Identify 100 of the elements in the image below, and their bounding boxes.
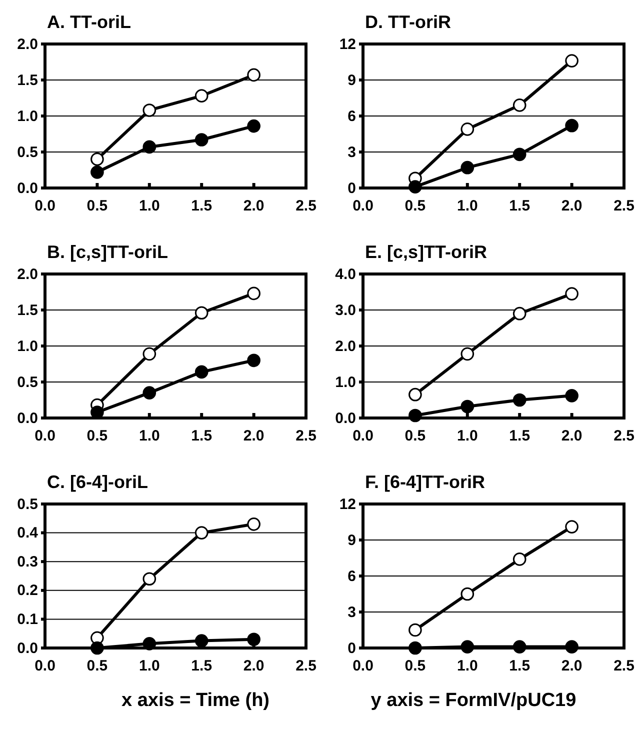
point <box>408 408 422 422</box>
x-tick-label: 2.5 <box>296 428 316 445</box>
chart-title: F. [6-4]TT-oriR <box>365 472 485 492</box>
x-tick-label: 1.5 <box>191 428 212 445</box>
y-tick-label: 0.5 <box>17 144 38 161</box>
x-tick-label: 1.5 <box>509 198 530 215</box>
y-tick-label: 6 <box>348 568 356 585</box>
y-tick-label: 2.0 <box>335 338 356 355</box>
x-tick-label: 2.5 <box>296 198 316 215</box>
y-tick-label: 0.1 <box>17 611 38 628</box>
point <box>512 148 526 162</box>
chart-title: D. TT-oriR <box>365 12 451 32</box>
y-tick-label: 6 <box>348 108 356 125</box>
x-tick-label: 0.5 <box>404 658 426 675</box>
y-tick-label: 2.0 <box>17 36 38 53</box>
x-tick-label: 1.0 <box>456 658 478 675</box>
text: y axis = FormIV/pUC19 <box>370 690 576 711</box>
y-tick-label: 3 <box>348 604 356 621</box>
y-tick-label: 1.5 <box>17 72 38 89</box>
y-tick-label: 0.0 <box>335 410 356 427</box>
point <box>408 641 422 655</box>
point <box>247 119 260 133</box>
x-tick-label: 1.5 <box>509 428 530 445</box>
x-tick-label: 1.5 <box>509 658 530 675</box>
x-tick-label: 2.0 <box>561 658 582 675</box>
point <box>142 104 156 117</box>
y-tick-label: 1.0 <box>17 108 38 125</box>
y-tick-label: 0.0 <box>17 180 38 197</box>
point <box>194 89 208 102</box>
point <box>247 354 260 368</box>
point <box>512 640 526 654</box>
point <box>460 347 474 361</box>
x-tick-label: 0.5 <box>404 428 426 445</box>
x-tick-label: 2.0 <box>243 198 264 215</box>
point <box>512 552 526 566</box>
x-tick-label: 2.5 <box>614 428 634 445</box>
y-tick-label: 3.0 <box>335 302 356 319</box>
point <box>247 632 260 646</box>
x-tick-label: 0.5 <box>86 658 108 675</box>
point <box>247 518 260 531</box>
x-tick-label: 1.0 <box>138 428 160 445</box>
point <box>460 587 474 601</box>
point <box>512 306 526 320</box>
point <box>565 118 578 132</box>
y-tick-label: 0 <box>348 180 356 197</box>
x-tick-label: 0.0 <box>34 428 56 445</box>
point <box>194 306 208 320</box>
x-tick-label: 2.0 <box>243 658 264 675</box>
x-tick-label: 0.5 <box>86 428 108 445</box>
point <box>565 520 578 534</box>
point <box>565 287 578 300</box>
y-tick-label: 3 <box>348 144 356 161</box>
x-tick-label: 1.0 <box>138 658 160 675</box>
point <box>194 133 208 146</box>
x-tick-label: 2.5 <box>296 658 316 675</box>
x-tick-label: 1.0 <box>456 428 478 445</box>
point <box>460 640 474 654</box>
point <box>512 393 526 407</box>
x-tick-label: 1.0 <box>138 198 160 215</box>
text: x axis = Time (h) <box>121 690 270 711</box>
point <box>90 152 104 166</box>
x-tick-label: 0.0 <box>34 658 56 675</box>
y-tick-label: 0.5 <box>17 374 38 391</box>
chart-title: C. [6-4]-oriL <box>47 472 148 492</box>
point <box>460 400 474 414</box>
point <box>408 388 422 402</box>
point <box>90 641 104 655</box>
y-tick-label: 4.0 <box>335 266 356 283</box>
point <box>90 166 104 179</box>
y-tick-label: 0.0 <box>17 640 38 657</box>
point <box>565 389 578 402</box>
x-tick-label: 2.0 <box>561 428 582 445</box>
x-tick-label: 2.0 <box>243 428 264 445</box>
y-tick-label: 0.3 <box>17 553 38 570</box>
chart-title: B. [c,s]TT-oriL <box>47 242 168 262</box>
point <box>408 180 422 194</box>
point <box>247 286 260 300</box>
x-tick-label: 2.5 <box>614 658 634 675</box>
y-tick-label: 0.5 <box>17 496 38 513</box>
chart-title: A. TT-oriL <box>47 12 131 32</box>
x-tick-label: 0.0 <box>34 198 56 215</box>
chart-title: E. [c,s]TT-oriR <box>365 242 488 262</box>
point <box>194 634 208 648</box>
x-tick-label: 0.5 <box>86 198 108 215</box>
y-tick-label: 1.0 <box>335 374 356 391</box>
point <box>194 365 208 379</box>
y-tick-label: 9 <box>348 72 356 89</box>
x-tick-label: 1.5 <box>191 198 212 215</box>
point <box>460 160 474 174</box>
x-tick-label: 1.0 <box>456 198 478 215</box>
x-tick-label: 0.5 <box>404 198 426 215</box>
y-tick-label: 0.2 <box>17 582 38 600</box>
x-tick-label: 2.0 <box>561 198 582 215</box>
y-tick-label: 0.0 <box>17 410 38 427</box>
y-tick-label: 0 <box>348 640 356 657</box>
point <box>512 98 526 112</box>
point <box>565 54 578 68</box>
y-tick-label: 1.0 <box>17 338 38 355</box>
y-tick-label: 1.5 <box>17 302 38 319</box>
point <box>565 640 578 654</box>
